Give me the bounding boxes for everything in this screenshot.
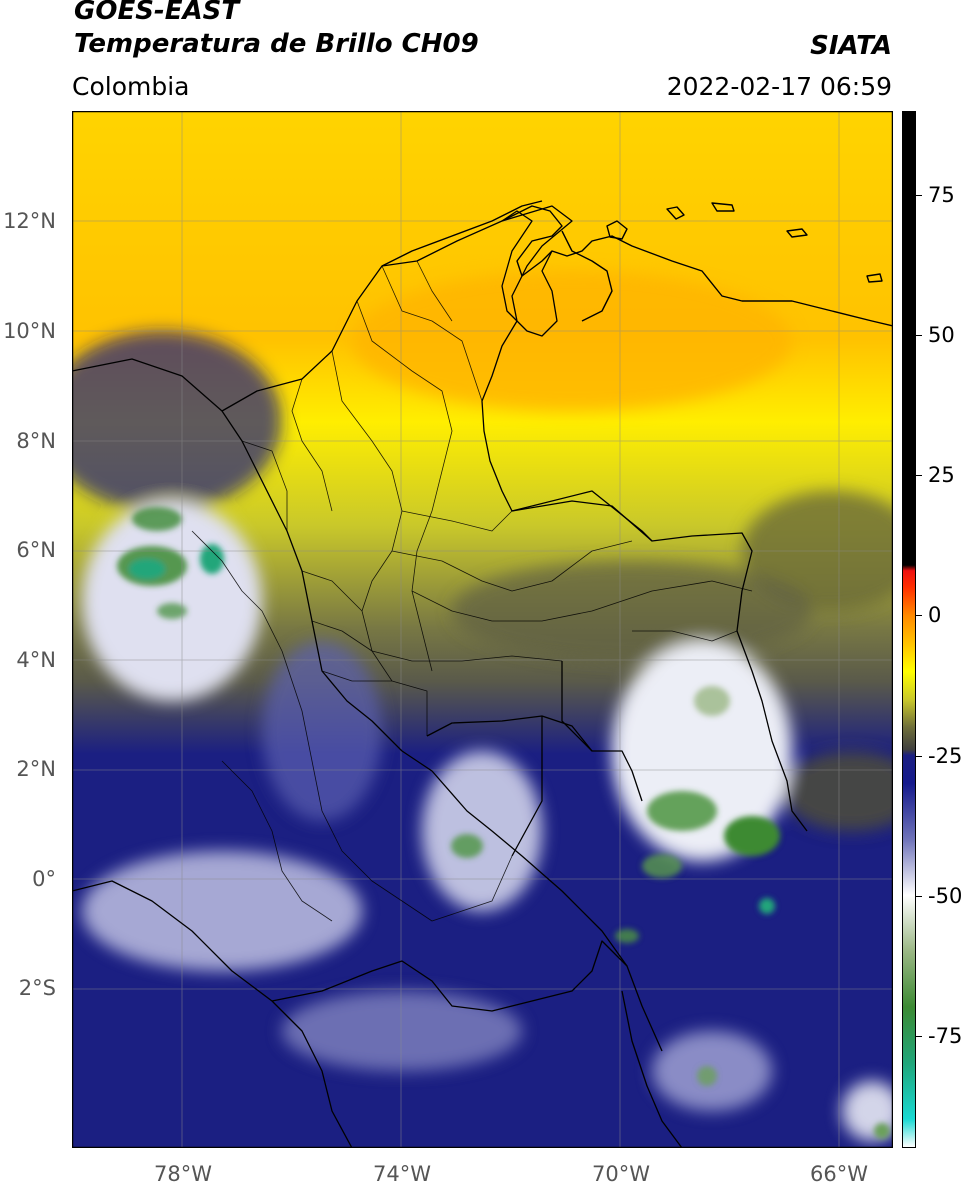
datetime-label: 2022-02-17 06:59 <box>666 72 892 101</box>
colorbar-tick-label: 0 <box>928 603 942 628</box>
lon-tick-label: 74°W <box>373 1162 431 1186</box>
colorbar-tick-mark <box>916 895 922 897</box>
agency-label: SIATA <box>810 31 892 61</box>
region-label: Colombia <box>72 72 190 101</box>
colorbar-tick-mark <box>916 335 922 337</box>
colorbar-tick-label: -75 <box>928 1023 963 1048</box>
colorbar-tick-mark <box>916 195 922 197</box>
lat-tick-label: 0° <box>32 867 56 891</box>
graticule <box>72 111 893 1148</box>
lat-tick-label: 10°N <box>3 319 56 343</box>
coastline <box>381 200 893 327</box>
lat-tick-label: 6°N <box>16 538 56 562</box>
colorbar-tick-label: 50 <box>928 323 955 348</box>
lat-tick-label: 2°N <box>16 757 56 781</box>
country-borders <box>72 205 808 1148</box>
lat-tick-label: 2°S <box>18 976 56 1000</box>
colorbar-tick-label: 25 <box>928 463 955 488</box>
lon-tick-label: 78°W <box>154 1162 212 1186</box>
colorbar-tick-mark <box>916 755 922 757</box>
colorbar <box>902 111 916 1148</box>
product-title: Temperatura de Brillo CH09 <box>74 29 479 59</box>
colorbar-tick-label: -25 <box>928 743 963 768</box>
map-frame <box>72 111 893 1148</box>
lon-tick-label: 66°W <box>810 1162 868 1186</box>
brightness-temperature-field <box>72 271 893 1141</box>
satellite-map <box>72 111 893 1148</box>
colorbar-tick-label: -50 <box>928 883 963 908</box>
lat-tick-label: 4°N <box>16 648 56 672</box>
cold-cloud-tops <box>117 507 890 1139</box>
colorbar-tick-label: 75 <box>928 183 955 208</box>
department-borders <box>191 260 753 922</box>
lat-tick-label: 8°N <box>16 429 56 453</box>
colorbar-tick-mark <box>916 1035 922 1037</box>
satellite-title: GOES-EAST <box>74 0 240 26</box>
lat-tick-label: 12°N <box>3 209 56 233</box>
lon-tick-label: 70°W <box>592 1162 650 1186</box>
colorbar-tick-mark <box>916 615 922 617</box>
colorbar-tick-mark <box>916 475 922 477</box>
